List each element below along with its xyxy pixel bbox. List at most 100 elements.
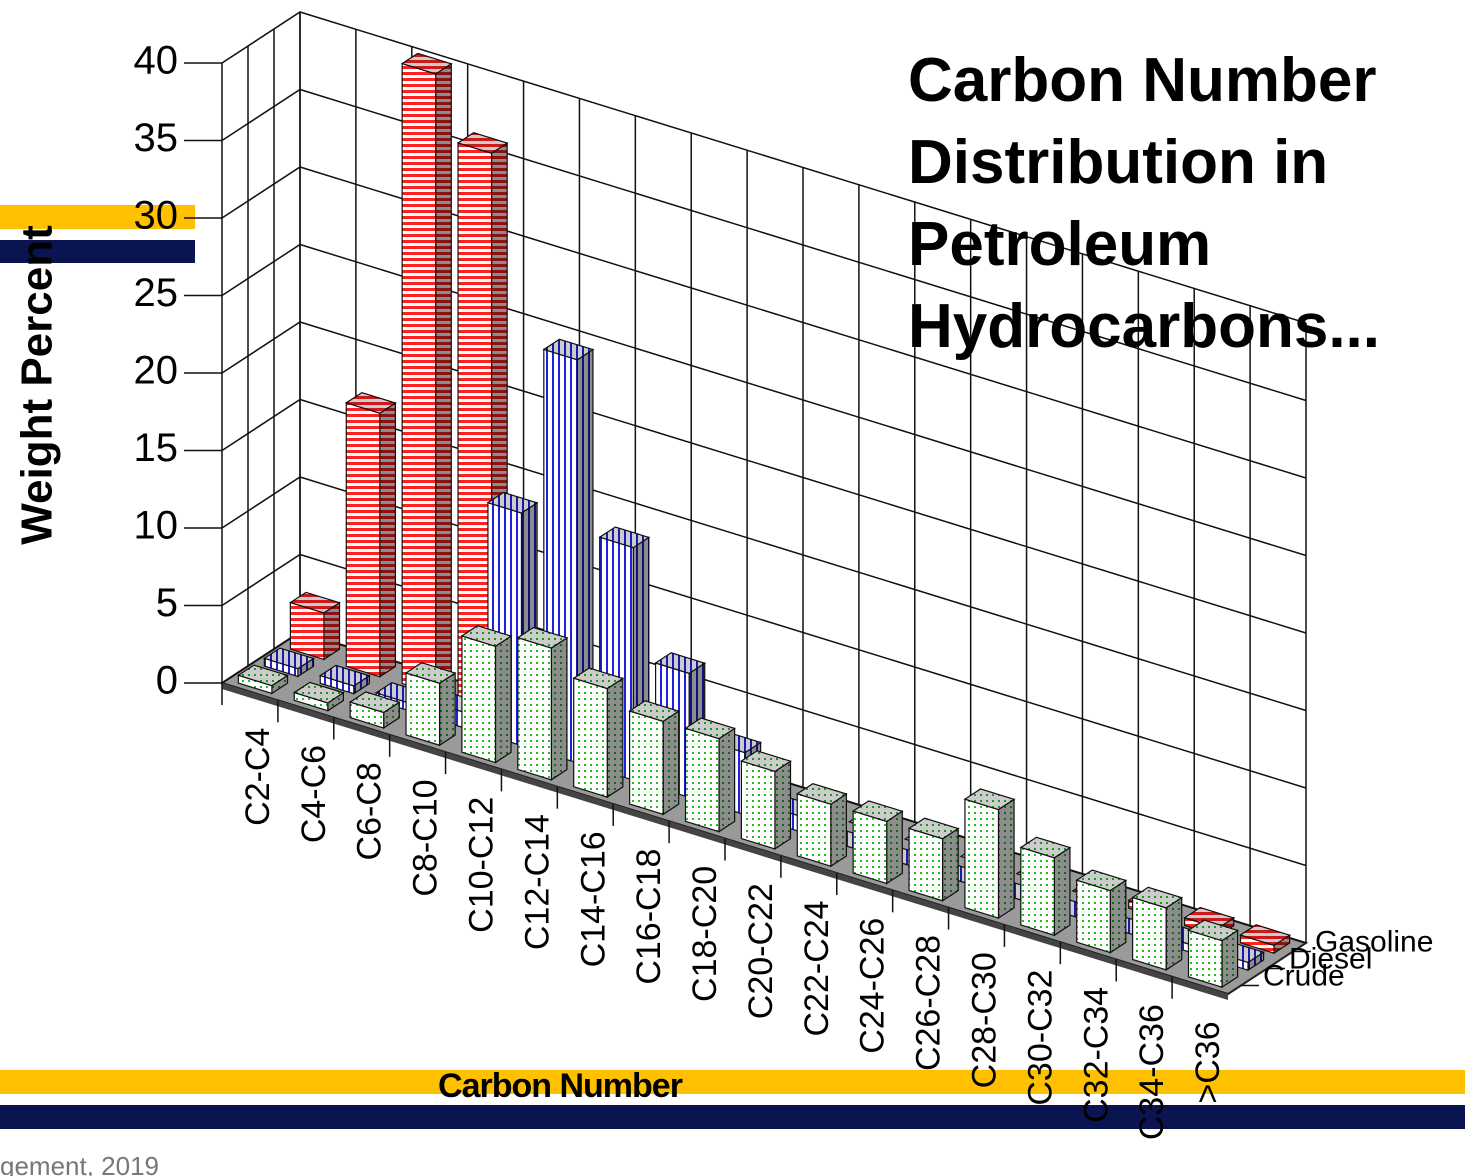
bar-side-shade [439,673,456,746]
bar-top [400,52,453,75]
series-label: Diesel [1289,942,1372,975]
bar-side-shade [271,675,288,694]
bar-top-shade [1184,907,1234,929]
bar-top-shade [543,339,593,360]
x-tick-label: C8-C10 [407,779,445,896]
bar-side-shade [998,799,1015,919]
bar-top [628,700,681,723]
x-tick-label: C16-C18 [630,849,668,985]
bar-top [542,338,595,361]
bar-top [963,788,1016,811]
x-tick-label: C18-C20 [686,866,724,1002]
x-tick-label: C10-C12 [462,797,500,933]
x-tick-label: C22-C24 [798,900,836,1036]
bar-top-shade [487,492,538,514]
bar-front [1076,879,1111,954]
bar-top-shade [238,665,288,686]
bar-top-shade [797,783,847,805]
x-tick-label: C14-C16 [574,831,612,967]
y-tick-label: 20 [134,349,179,393]
bar-side-shade [353,675,370,694]
x-axis-label: Carbon Number [438,1067,683,1105]
bar-front [628,710,664,816]
bar-top [288,591,341,614]
bar-top [1187,919,1240,942]
bar-front [684,727,720,833]
bar-top-shade [853,800,903,822]
footer: gement, 2019 [0,1151,159,1176]
y-tick-label: 30 [134,194,179,238]
bar-front [345,402,381,678]
bar-top-shade [964,788,1015,810]
bar-top-shade [1240,924,1290,946]
bar-front [573,677,608,798]
bar-side-shade [327,692,344,711]
bar-side-shade [297,658,314,677]
bar-top [456,132,509,154]
bar-side-shade [1274,935,1290,954]
bar-top-shade [573,668,623,689]
bar-top [486,491,539,514]
bar-top-shade [346,392,396,414]
bar-top-shade [402,53,452,74]
bar-front [517,636,552,781]
bar-side-shade [1110,880,1126,953]
bar-side-shade [1222,930,1238,988]
bar-top-shade [406,662,456,684]
y-tick-label: 40 [134,39,179,83]
bar-side-shade [577,349,593,763]
x-tick-label: C34-C36 [1133,1004,1171,1140]
bar-front [740,760,776,850]
bar-top [572,667,625,690]
bar-front [964,798,1000,919]
bar-side-shade [383,702,400,728]
bar-front [401,62,437,695]
bar-front [461,635,497,764]
bar-top [851,800,904,823]
bar-top [1019,836,1072,859]
x-tick-label: C24-C26 [854,918,892,1054]
bar-top [404,662,457,684]
bar-side-shade [1166,897,1182,970]
bar-top [907,817,960,840]
bar-top-shade [1188,920,1238,941]
bar-side-shade [551,637,567,780]
y-tick-label: 0 [156,659,178,703]
bar-top [236,664,289,687]
bar-top-shade [599,527,649,548]
chart-title: Carbon Number Distribution in Petroleum … [908,46,1380,361]
bar-top [460,625,513,647]
bar-top-shade [629,700,679,722]
bar-front [457,142,493,713]
bar-side-shade [379,403,396,677]
x-tick-label: C32-C34 [1077,987,1115,1123]
bar-top-shade [1076,870,1126,891]
bar-side-shade [774,761,791,849]
series-label: Gasoline [1315,925,1433,958]
bar-side-shade [323,602,340,660]
bar-top [292,681,345,704]
bar-top [684,717,737,740]
x-tick-label: C30-C32 [1021,970,1059,1106]
y-tick-label: 5 [156,581,178,625]
bar-top-shade [741,750,791,772]
band [0,240,195,263]
bar-side-shade [435,63,452,694]
bar-top-shade [1020,837,1070,858]
bar-front [1020,846,1055,937]
bar-top-shade [294,682,344,703]
bar-top [1075,869,1128,892]
bar-top [1239,924,1292,947]
bar-top-shade [350,691,400,713]
x-tick-label: C26-C28 [910,935,948,1071]
y-tick-label: 15 [134,426,179,470]
bar-front [796,793,832,868]
bar-top-shade [685,718,735,739]
bar-front [908,827,944,902]
bar-side-shade [886,811,903,884]
bar-top [739,750,792,773]
bar-top-shade [320,665,370,686]
bar-side-shade [830,794,847,867]
x-tick-label: C4-C6 [295,745,333,843]
